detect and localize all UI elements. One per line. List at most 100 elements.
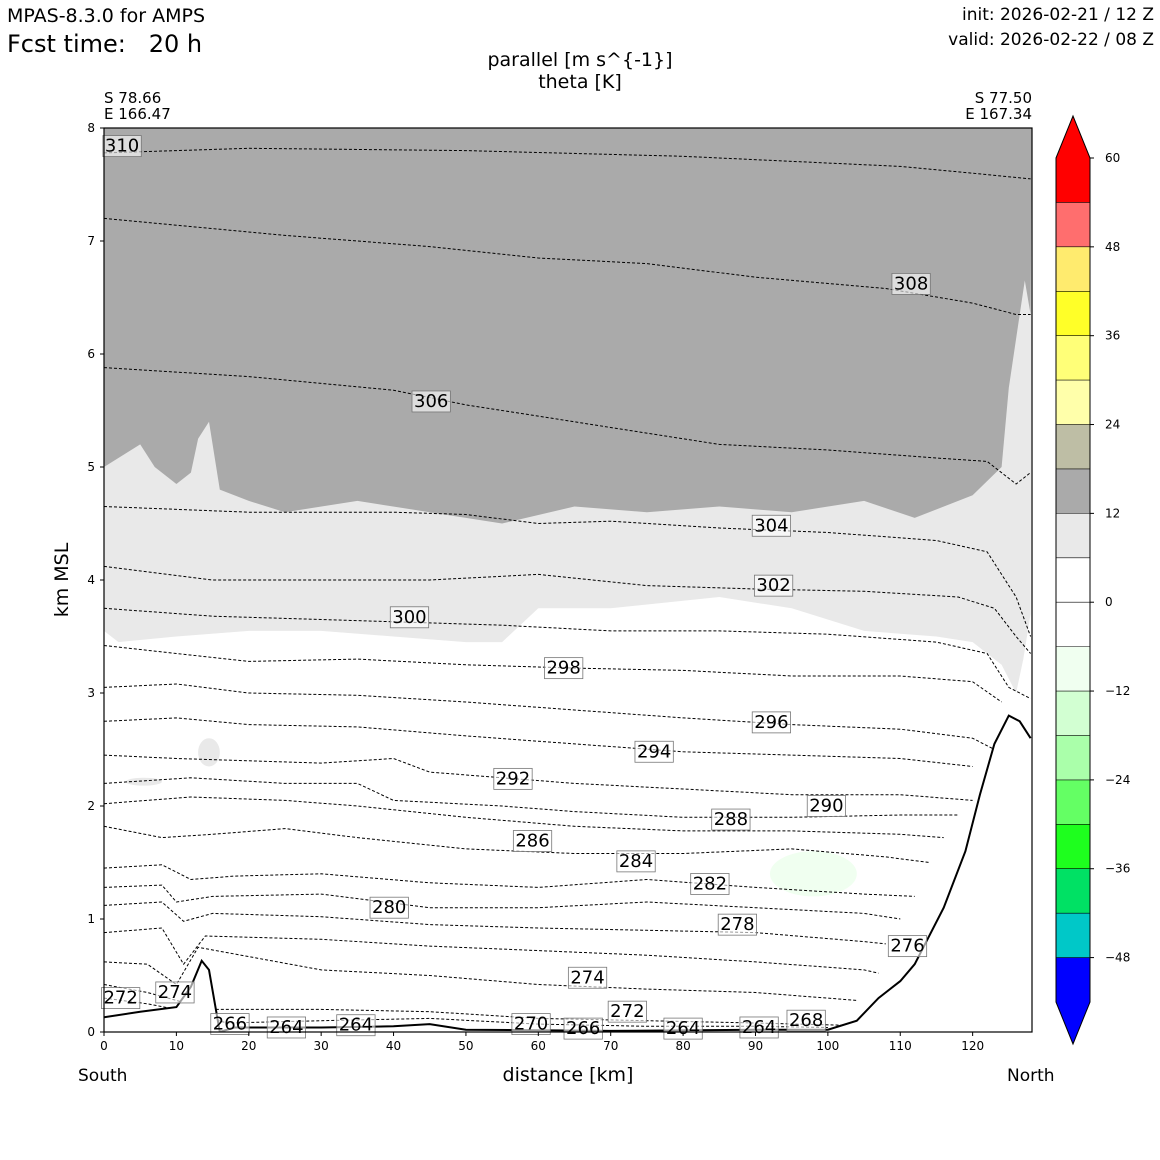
x-tick-label: 40 (386, 1039, 401, 1053)
contour-label-298: 298 (544, 657, 584, 680)
north-label: North (1007, 1066, 1055, 1086)
colorbar-tick-label: 0 (1105, 595, 1113, 609)
colorbar-extend-low (1056, 1002, 1090, 1044)
contour-label-264: 264 (739, 1016, 779, 1039)
contour-label-box (493, 767, 533, 790)
y-tick-label: 3 (87, 686, 95, 700)
valid-time: valid: 2026-02-22 / 08 Z (948, 30, 1154, 50)
theta-contour-294 (104, 717, 973, 767)
contour-label-text: 308 (894, 273, 928, 294)
contour-label-text: 290 (809, 796, 843, 817)
contour-label-box (563, 1017, 603, 1040)
colorbar-bin (1056, 202, 1090, 247)
theta-contour-304 (104, 506, 1032, 637)
contour-label-284: 284 (616, 850, 656, 873)
contour-label-box (607, 1000, 647, 1023)
contour-label-box (616, 850, 656, 873)
contour-label-box (786, 1009, 826, 1032)
x-tick-label: 60 (531, 1039, 546, 1053)
colorbar-bin (1056, 246, 1090, 292)
contour-label-text: 282 (693, 873, 727, 894)
forecast-time-label: Fcst time: (7, 30, 126, 58)
y-tick-label: 8 (87, 121, 95, 135)
colorbar-bin (1056, 779, 1090, 825)
colorbar-tick-label: −48 (1105, 951, 1130, 965)
init-time: init: 2026-02-21 / 12 Z (961, 5, 1154, 25)
theta-contour-278 (104, 927, 879, 974)
right-endpoint: S 77.50 E 167.34 (965, 90, 1032, 122)
colorbar-bin (1056, 735, 1090, 780)
y-tick-label: 7 (87, 234, 95, 248)
forecast-time: Fcst time: 20 h (7, 30, 202, 58)
contour-label-264: 264 (336, 1014, 376, 1037)
contour-label-box (411, 390, 451, 413)
contour-label-box (751, 711, 791, 734)
contour-label-box (101, 987, 141, 1009)
contour-label-264: 264 (663, 1017, 703, 1040)
colorbar-tick-label: 60 (1105, 151, 1120, 165)
contour-label-box (717, 913, 757, 936)
contour-label-box (753, 574, 794, 597)
colorbar-tick-label: 48 (1105, 240, 1120, 254)
colorbar-outline (1055, 114, 1091, 1046)
contour-label-text: 264 (269, 1017, 303, 1038)
y-tick-label: 4 (87, 573, 95, 587)
contour-label-276: 276 (887, 935, 928, 958)
contour-label-278: 278 (717, 913, 757, 936)
theta-contour-280 (104, 901, 886, 945)
right-endpoint-lat: S 77.50 (974, 89, 1032, 107)
contour-label-text: 272 (103, 988, 137, 1009)
contour-label-box (806, 795, 847, 817)
contour-label-text: 272 (610, 1001, 644, 1022)
contour-label-text: 268 (789, 1010, 823, 1031)
contour-label-308: 308 (891, 273, 931, 295)
contour-label-text: 298 (546, 658, 580, 679)
contour-label-302: 302 (753, 574, 794, 597)
contour-label-text: 292 (496, 768, 530, 789)
theta-contour-282 (104, 884, 901, 920)
colorbar-tick-label: 12 (1105, 506, 1120, 520)
colorbar-bin (1056, 691, 1090, 736)
theta-contour-306 (104, 367, 1031, 485)
colorbar-tick-label: −24 (1105, 773, 1130, 787)
x-tick-label: 70 (603, 1039, 618, 1053)
x-tick-label: 30 (314, 1039, 329, 1053)
contour-label-box (751, 514, 791, 537)
contour-label-box (512, 830, 553, 852)
theta-contour-284 (104, 864, 915, 897)
contour-label-text: 266 (566, 1018, 600, 1039)
y-tick-label: 2 (87, 799, 95, 813)
colorbar-bin (1056, 957, 1090, 1002)
axes: 0 10 20 30 40 50 60 70 80 90 100 110 120 0 1 2 3 4 5 6 7 8 (87, 121, 1033, 1053)
colorbar-tick-label: −12 (1105, 684, 1130, 698)
contour-label-280: 280 (369, 896, 409, 919)
x-tick-label: 100 (816, 1039, 839, 1053)
contour-label-266: 266 (563, 1017, 603, 1040)
contour-label-box (663, 1017, 703, 1040)
terrain-fill (104, 715, 1032, 1032)
contour-label-268: 268 (786, 1009, 826, 1032)
contour-label-box (102, 135, 142, 157)
x-tick-label: 20 (241, 1039, 256, 1053)
contour-label-text: 264 (742, 1017, 776, 1038)
contour-label-box (891, 273, 931, 295)
y-tick-label: 1 (87, 912, 95, 926)
contour-label-294: 294 (634, 740, 674, 763)
x-tick-label: 120 (961, 1039, 984, 1053)
colorbar-bin (1056, 602, 1090, 647)
contour-label-text: 304 (754, 515, 788, 536)
colorbar-bin (1056, 824, 1090, 869)
x-tick-label: 0 (100, 1039, 108, 1053)
contour-label-text: 278 (720, 914, 754, 935)
contour-label-text: 264 (339, 1015, 373, 1036)
left-endpoint-lon: E 166.47 (104, 105, 171, 123)
colorbar-tick-label: −36 (1105, 862, 1130, 876)
contour-label-266: 266 (210, 1013, 250, 1035)
contour-label-text: 300 (392, 607, 426, 628)
chart-title: parallel [m s^{-1}] (487, 49, 673, 71)
left-endpoint: S 78.66 E 166.47 (104, 90, 171, 122)
colorbar-bin (1056, 557, 1090, 603)
contour-label-264: 264 (266, 1016, 306, 1039)
colorbar-bin (1056, 868, 1090, 914)
